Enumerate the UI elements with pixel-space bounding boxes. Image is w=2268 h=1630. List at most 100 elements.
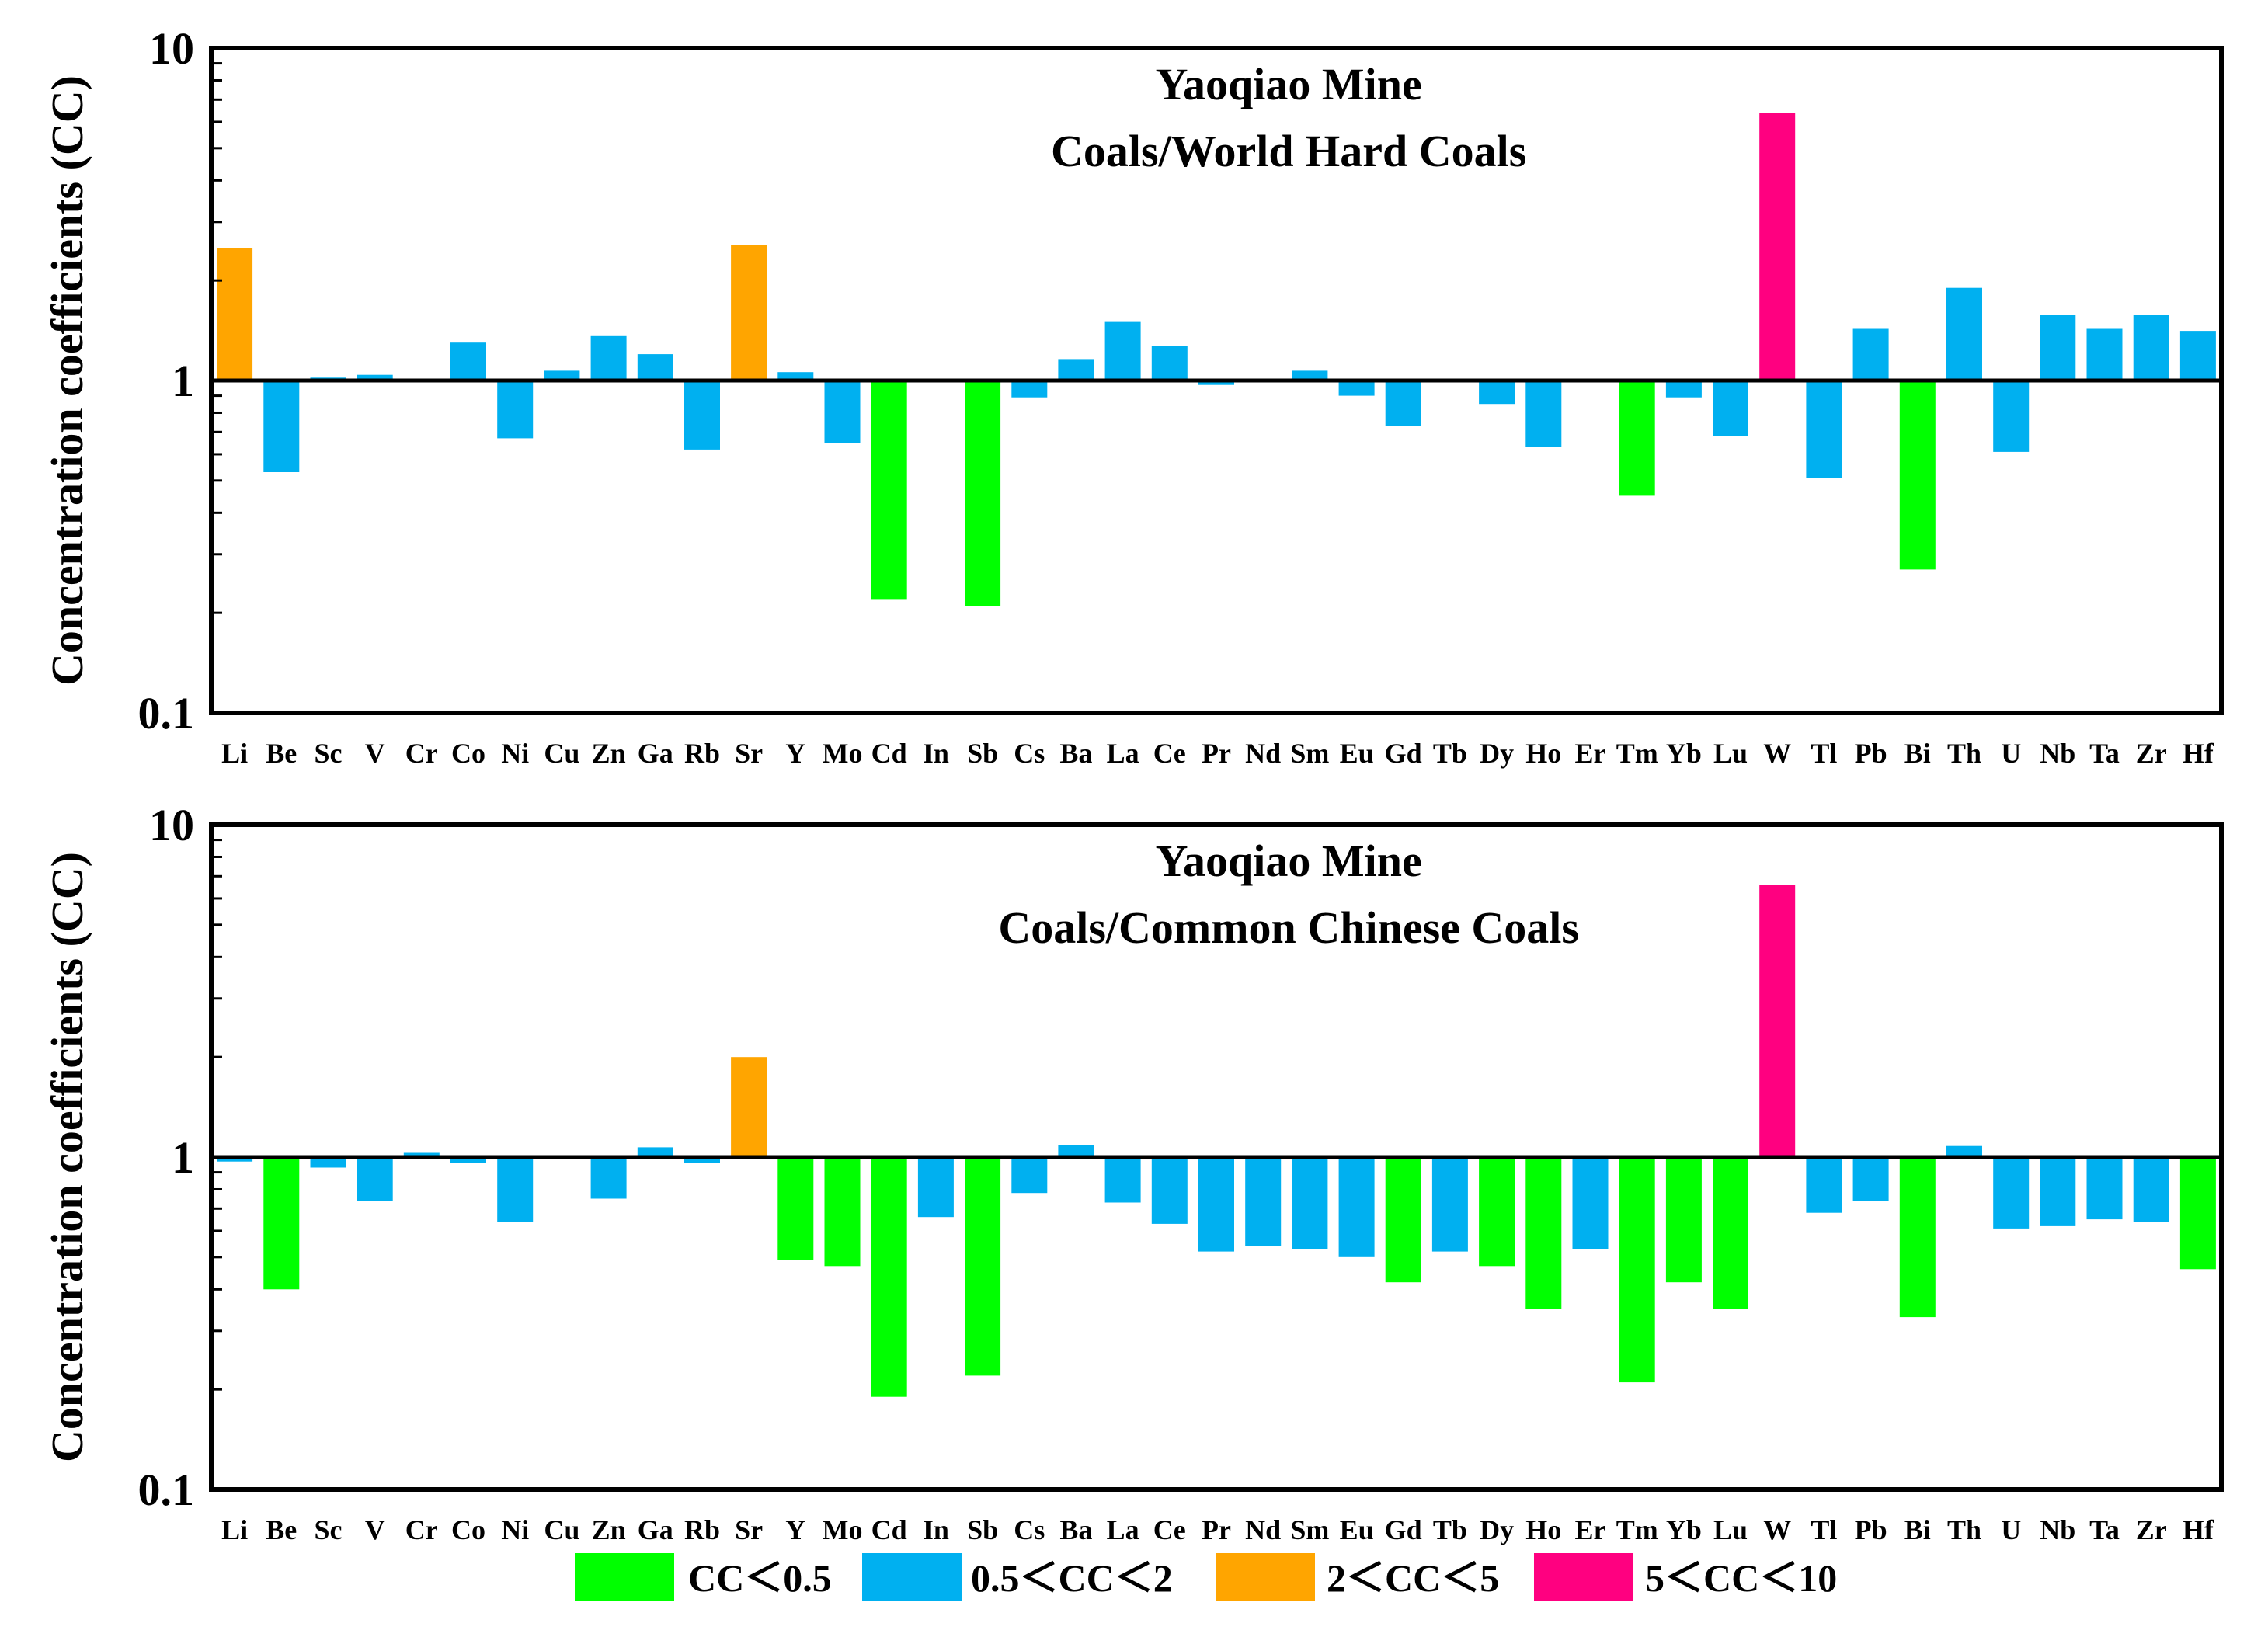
x-tick-label-v: V — [365, 738, 385, 769]
x-tick-label-cs: Cs — [1014, 738, 1045, 769]
bar-mo — [824, 381, 861, 443]
bar-tm — [1619, 1157, 1655, 1383]
bar-ga — [637, 1147, 673, 1157]
x-tick-label-ba: Ba — [1059, 1514, 1092, 1545]
bar-cr — [403, 1152, 440, 1157]
x-tick-label-yb: Yb — [1666, 738, 1702, 769]
y-axis-tick-labels: 0.1 1 10 — [138, 800, 195, 1515]
x-tick-label-nd: Nd — [1245, 1514, 1281, 1545]
x-tick-label-co: Co — [451, 1514, 485, 1545]
x-tick-label-bi: Bi — [1904, 1514, 1931, 1545]
x-tick-label-er: Er — [1575, 738, 1606, 769]
bar-zr — [2133, 315, 2169, 381]
bar-v — [357, 1157, 393, 1201]
x-tick-label-pr: Pr — [1202, 738, 1231, 769]
bar-y — [777, 372, 814, 381]
x-tick-label-hf: Hf — [2183, 1514, 2214, 1545]
x-tick-label-sr: Sr — [735, 1514, 763, 1545]
bar-pr — [1198, 1157, 1234, 1252]
bar-be — [263, 381, 300, 472]
bar-nb — [2040, 1157, 2076, 1226]
x-tick-label-ga: Ga — [638, 738, 673, 769]
x-tick-label-ce: Ce — [1153, 1514, 1186, 1545]
bar-dy — [1479, 381, 1515, 405]
bar-ta — [2086, 328, 2123, 381]
bar-ho — [1525, 1157, 1562, 1309]
bar-group — [217, 113, 2216, 606]
x-tick-label-gd: Gd — [1385, 738, 1422, 769]
x-tick-label-cu: Cu — [544, 738, 579, 769]
x-tick-label-ni: Ni — [501, 1514, 529, 1545]
x-tick-label-hf: Hf — [2183, 738, 2214, 769]
y-axis-label: Concentration coefficients (CC) — [42, 75, 92, 686]
bar-u — [1993, 381, 2030, 452]
panel-common-chinese-coals: 0.1 1 10 Concentration coefficients (CC)… — [42, 800, 2224, 1545]
bar-sb — [965, 381, 1001, 606]
bar-tm — [1619, 381, 1655, 496]
legend: CC＜0.5 0.5＜CC＜2 2＜CC＜5 5＜CC＜10 — [575, 1553, 1837, 1601]
x-tick-label-th: Th — [1947, 738, 1981, 769]
x-tick-label-mo: Mo — [823, 738, 863, 769]
bar-co — [450, 342, 486, 381]
x-tick-label-tb: Tb — [1433, 738, 1467, 769]
x-tick-label-co: Co — [451, 738, 485, 769]
x-tick-label-sm: Sm — [1290, 1514, 1329, 1545]
bar-eu — [1338, 381, 1375, 396]
y-tick-label-mid: 1 — [172, 1132, 194, 1183]
x-tick-label-v: V — [365, 1514, 385, 1545]
y-tick-label-mid: 1 — [172, 356, 194, 406]
y-tick-label-high: 10 — [149, 23, 194, 74]
bar-pb — [1852, 328, 1889, 381]
x-tick-label-li: Li — [221, 1514, 248, 1545]
x-tick-label-rb: Rb — [684, 1514, 720, 1545]
x-tick-label-y: Y — [785, 738, 805, 769]
x-tick-label-sm: Sm — [1290, 738, 1329, 769]
bar-th — [1946, 1145, 1982, 1157]
bar-co — [450, 1157, 486, 1163]
bar-er — [1572, 1157, 1609, 1249]
x-tick-label-nb: Nb — [2040, 1514, 2075, 1545]
x-tick-label-w: W — [1763, 738, 1791, 769]
x-tick-label-eu: Eu — [1340, 738, 1374, 769]
x-axis-category-labels: Li Be Sc V Cr Co Ni Cu Zn Ga Rb Sr Y Mo Cd In Sb Cs Ba La Ce… — [221, 738, 2214, 769]
x-tick-label-pb: Pb — [1855, 1514, 1887, 1545]
bar-v — [357, 374, 393, 381]
x-tick-label-cd: Cd — [871, 1514, 907, 1545]
bar-ta — [2086, 1157, 2123, 1220]
x-tick-label-bi: Bi — [1904, 738, 1931, 769]
bar-ho — [1525, 381, 1562, 447]
y-tick-label-low: 0.1 — [138, 688, 195, 739]
chart-title-line2: Coals/Common Chinese Coals — [998, 902, 1579, 953]
bar-yb — [1665, 1157, 1702, 1283]
bar-ni — [497, 381, 534, 439]
y-tick-label-low: 0.1 — [138, 1465, 195, 1515]
x-tick-label-ho: Ho — [1525, 738, 1561, 769]
x-tick-label-la: La — [1107, 1514, 1139, 1545]
panel-world-hard-coals: 0.1 1 10 Concentration coefficients (CC)… — [42, 23, 2224, 769]
bar-pb — [1852, 1157, 1889, 1201]
bar-dy — [1479, 1157, 1515, 1267]
bar-ni — [497, 1157, 534, 1222]
x-tick-label-zn: Zn — [592, 1514, 626, 1545]
x-tick-label-gd: Gd — [1385, 1514, 1422, 1545]
x-tick-label-eu: Eu — [1340, 1514, 1374, 1545]
x-tick-label-yb: Yb — [1666, 1514, 1702, 1545]
bar-nb — [2040, 315, 2076, 381]
bar-zr — [2133, 1157, 2169, 1222]
y-axis-ticks — [211, 47, 231, 714]
x-tick-label-be: Be — [266, 1514, 297, 1545]
x-tick-label-zr: Zr — [2136, 1514, 2167, 1545]
bar-th — [1946, 287, 1982, 381]
chart-title-line1: Yaoqiao Mine — [1156, 59, 1422, 109]
bar-tl — [1806, 1157, 1842, 1213]
x-tick-label-rb: Rb — [684, 738, 720, 769]
bar-y — [777, 1157, 814, 1260]
bar-tb — [1431, 1157, 1468, 1252]
x-tick-label-tl: Tl — [1811, 738, 1837, 769]
x-tick-label-tm: Tm — [1616, 738, 1658, 769]
legend-label-cc-lt-0-5: CC＜0.5 — [688, 1556, 832, 1600]
bar-la — [1104, 321, 1141, 381]
x-tick-label-ce: Ce — [1153, 738, 1186, 769]
bar-li — [217, 248, 253, 381]
bar-ce — [1151, 346, 1188, 381]
